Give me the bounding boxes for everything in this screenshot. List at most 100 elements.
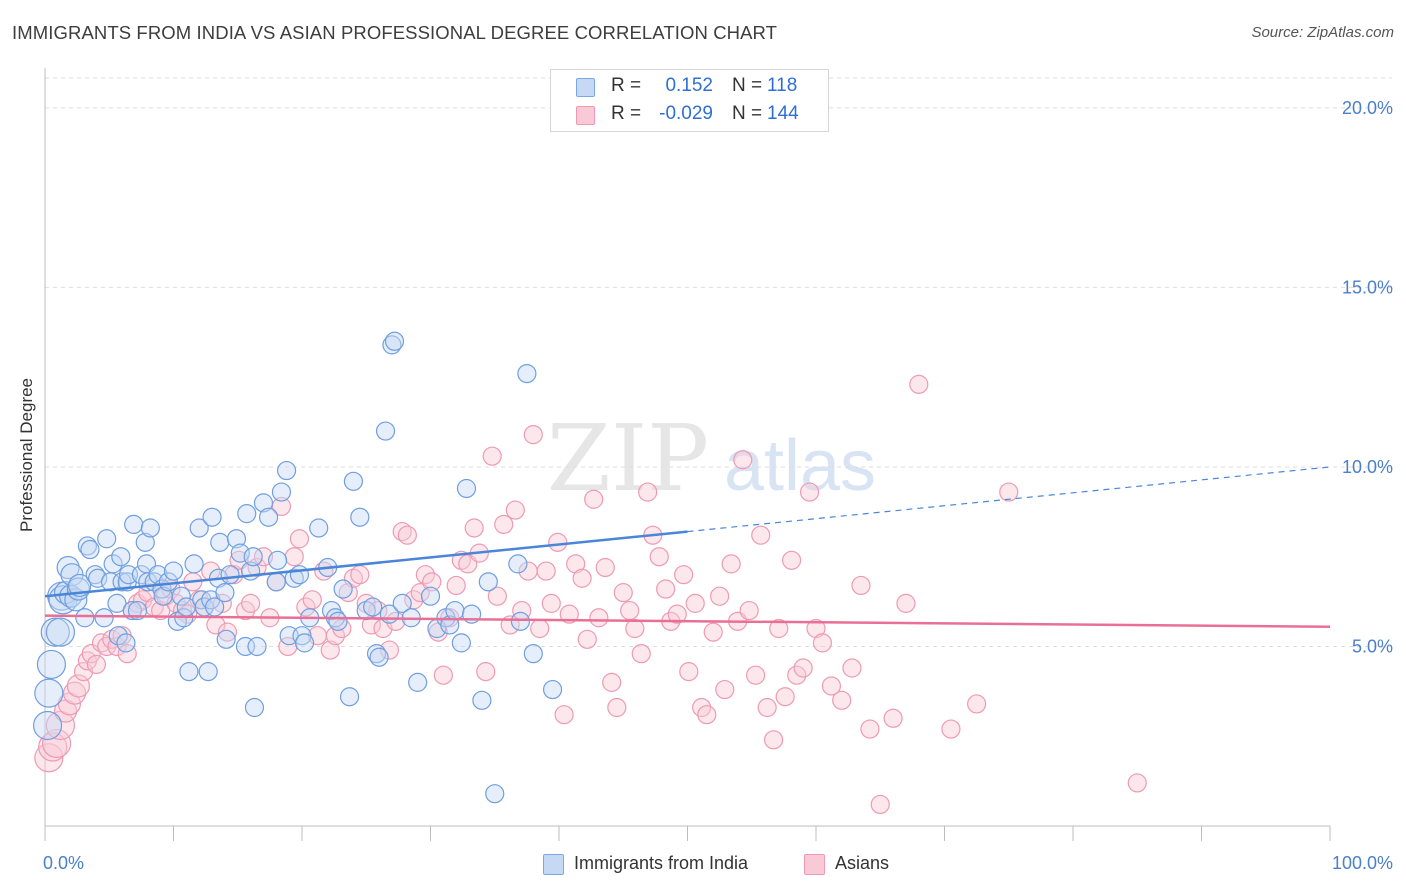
india-point: [179, 662, 199, 682]
asians-point: [656, 579, 676, 599]
india-point: [77, 536, 98, 556]
india-point: [289, 565, 310, 585]
legend-n-label: N =: [732, 75, 763, 96]
x-tick-label-end: 100.0%: [1332, 853, 1393, 873]
india-point: [107, 593, 127, 613]
india-point: [189, 518, 209, 538]
y-tick-label: 15.0%: [1342, 277, 1393, 297]
india-point: [184, 554, 204, 574]
asians-point: [721, 554, 741, 574]
asians-point: [703, 622, 723, 642]
india-point: [343, 471, 363, 491]
india-point: [32, 710, 63, 741]
asians-point: [482, 446, 502, 466]
legend-n-value: 144: [767, 103, 799, 124]
india-point: [45, 617, 76, 647]
asians-point: [433, 665, 453, 685]
source-label: Source: ZipAtlas.com: [1251, 24, 1394, 41]
asians-point: [697, 705, 717, 725]
asians-point: [715, 679, 735, 700]
asians-point: [548, 532, 568, 552]
india-point: [258, 507, 279, 527]
india-point: [85, 565, 105, 585]
asians-point: [769, 618, 789, 639]
india-point: [309, 518, 329, 538]
india-point: [267, 550, 288, 570]
legend-n-label: N =: [732, 103, 763, 124]
asians-point: [746, 665, 766, 685]
asians-point: [217, 622, 238, 642]
asians-point: [757, 697, 777, 718]
india-point: [80, 539, 100, 560]
india-point: [284, 568, 304, 588]
asians-point: [138, 583, 158, 603]
chart-title: IMMIGRANTS FROM INDIA VS ASIAN PROFESSIO…: [12, 22, 778, 43]
india-point: [34, 678, 64, 708]
asians-point: [674, 565, 694, 585]
india-point: [127, 600, 148, 621]
asians-point: [350, 565, 370, 585]
india-point: [440, 615, 460, 635]
asians-point: [613, 583, 633, 603]
asians-point: [832, 690, 852, 710]
asians-point: [806, 618, 826, 639]
asians-point: [338, 583, 358, 603]
india-point: [408, 672, 428, 692]
india-point: [247, 636, 267, 657]
asians-point: [577, 629, 597, 649]
asians-trend-line: [44, 614, 1331, 628]
asians-point: [812, 633, 833, 653]
legend-r-value: 0.152: [665, 75, 713, 96]
asians-point: [397, 525, 417, 545]
india-point: [171, 586, 191, 606]
asians-point: [379, 640, 399, 660]
asians-point: [41, 728, 72, 759]
india-point: [237, 504, 257, 524]
asians-point: [584, 489, 604, 509]
india-trend-line: [44, 530, 688, 598]
asians-point: [284, 547, 304, 567]
asians-point: [625, 618, 645, 639]
asians-point: [870, 794, 890, 815]
legend-r-label: R =: [611, 75, 642, 96]
asians-point: [909, 374, 929, 394]
india-point: [116, 633, 136, 653]
asians-point: [733, 450, 753, 470]
asians-point: [446, 575, 466, 596]
india-point: [333, 579, 353, 599]
india-point: [163, 561, 184, 581]
watermark-zip: ZIP: [547, 405, 709, 512]
india-point: [542, 679, 563, 700]
india-point: [243, 547, 263, 567]
india-point: [271, 482, 292, 502]
asians-point: [842, 658, 862, 678]
asians-point: [679, 662, 699, 682]
india-point: [230, 543, 250, 563]
legend-row-asians: R = -0.029 N = 144: [551, 101, 828, 129]
trend-lines: [44, 466, 1331, 628]
asians-point: [536, 561, 556, 581]
legend-r-value: -0.029: [659, 103, 713, 124]
asians-point: [999, 482, 1019, 502]
asians-point: [476, 662, 496, 682]
asians-point: [554, 705, 574, 725]
india-point: [366, 644, 387, 664]
asians-point: [607, 697, 627, 718]
india-point: [420, 586, 441, 606]
asians-point: [302, 590, 322, 610]
asians-point: [320, 640, 340, 660]
india-point: [220, 565, 240, 585]
india-point: [202, 507, 222, 527]
asians-point: [505, 500, 525, 520]
asians-point: [559, 604, 579, 624]
asians-point: [566, 554, 586, 574]
india-point: [215, 583, 235, 603]
legend-r-label: R =: [611, 103, 642, 124]
asians-point: [86, 654, 107, 675]
india-point: [382, 335, 402, 355]
asians-point: [775, 687, 795, 707]
asians-point: [751, 525, 771, 545]
india-point: [363, 597, 383, 617]
correlation-legend: R = 0.152 N = 118 R = -0.029 N = 144: [550, 69, 829, 132]
asians-point: [464, 518, 484, 538]
